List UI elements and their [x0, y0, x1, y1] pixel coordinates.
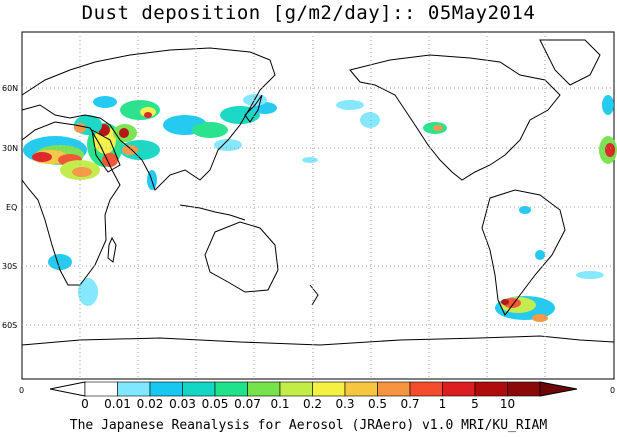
colorbar-swatch: [182, 381, 216, 397]
lat-label-30n: 30N: [2, 144, 18, 153]
credit-line: The Japanese Reanalysis for Aerosol (JRA…: [69, 418, 548, 433]
lat-label-60n: 60N: [2, 84, 18, 93]
colorbar-swatch: [214, 381, 248, 397]
colorbar-swatch: [312, 381, 346, 397]
colorbar-tick-label: 5: [471, 397, 479, 411]
colorbar-edge-left: 0: [19, 386, 24, 395]
lat-label-60s: 60S: [2, 321, 17, 330]
lat-label-30s: 30S: [2, 262, 17, 271]
colorbar-tick-label: 0.1: [270, 397, 289, 411]
colorbar-tick-label: 0.2: [303, 397, 322, 411]
map-title: Dust deposition [g/m2/day]:: 05May2014: [81, 2, 536, 24]
colorbar-swatch: [377, 381, 411, 397]
coastlines: [21, 39, 615, 346]
colorbar-swatch: [279, 381, 313, 397]
colorbar-swatch: [84, 381, 118, 397]
colorbar-arrow-low: [49, 381, 86, 397]
colorbar-tick-label: 0.5: [368, 397, 387, 411]
colorbar-tick-label: 0.02: [137, 397, 164, 411]
map-frame: [21, 31, 615, 380]
colorbar-tick-label: 0: [81, 397, 89, 411]
graticule: [22, 32, 614, 379]
colorbar-swatch: [474, 381, 508, 397]
colorbar-swatch: [247, 381, 281, 397]
colorbar-arrow-high: [539, 381, 578, 397]
colorbar-tick-label: 0.7: [400, 397, 419, 411]
colorbar: 0 0.01 0.02 0.03 0.05 0.07 0.1 0.2 0.3 0.5 0.7 1 5 10: [49, 381, 578, 411]
colorbar-swatch: [409, 381, 443, 397]
colorbar-tick-label: 1: [439, 397, 447, 411]
colorbar-tick-label: 0.01: [104, 397, 131, 411]
colorbar-tick-label: 0.3: [335, 397, 354, 411]
colorbar-swatch: [442, 381, 476, 397]
colorbar-swatch: [507, 381, 541, 397]
colorbar-swatch: [117, 381, 151, 397]
colorbar-tick-label: 0.05: [202, 397, 229, 411]
colorbar-tick-label: 0.07: [234, 397, 261, 411]
colorbar-swatch: [149, 381, 183, 397]
colorbar-tick-label: 10: [500, 397, 515, 411]
colorbar-tick-label: 0.03: [169, 397, 196, 411]
colorbar-edge-right: 0: [610, 386, 615, 395]
dust-deposition-field: [23, 94, 617, 322]
lat-label-eq: EQ: [6, 203, 17, 212]
colorbar-swatch: [344, 381, 378, 397]
